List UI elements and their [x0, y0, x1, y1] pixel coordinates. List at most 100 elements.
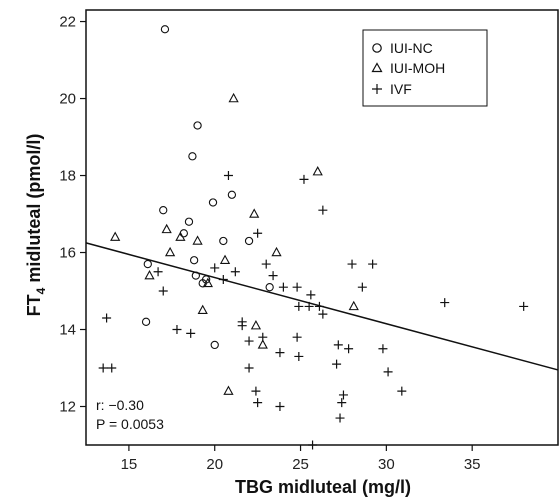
point-ivf	[306, 290, 316, 300]
point-iui-nc	[184, 217, 194, 226]
point-ivf	[261, 259, 271, 269]
point-iui-moh	[348, 300, 359, 311]
point-ivf	[244, 363, 254, 373]
point-ivf	[333, 340, 343, 350]
point-iui-moh	[249, 208, 260, 218]
point-iui-nc	[265, 283, 274, 292]
legend-box	[362, 29, 488, 107]
point-ivf	[98, 363, 108, 373]
y-tick-label: 12	[59, 399, 76, 416]
point-iui-nc	[193, 121, 202, 130]
point-ivf	[292, 282, 302, 292]
legend-circle-icon	[372, 43, 382, 53]
point-ivf	[275, 348, 285, 358]
y-axis-title-prefix: FT	[24, 294, 44, 316]
legend-label-ivf: IVF	[390, 81, 412, 97]
x-tick-label: 30	[378, 456, 395, 473]
point-iui-nc	[143, 259, 152, 269]
point-ivf	[335, 413, 345, 423]
y-tick-label: 18	[59, 168, 76, 185]
point-iui-nc	[244, 236, 254, 246]
point-iui-nc	[188, 152, 197, 161]
point-ivf	[294, 351, 304, 361]
point-ivf	[172, 325, 182, 335]
point-ivf	[308, 440, 318, 450]
point-ivf	[318, 205, 328, 215]
point-ivf	[210, 263, 220, 273]
point-iui-nc	[141, 317, 151, 326]
point-iui-moh	[219, 254, 231, 264]
point-ivf	[268, 271, 278, 281]
point-iui-moh	[175, 231, 186, 241]
point-ivf	[383, 367, 393, 377]
point-iui-moh	[228, 92, 239, 103]
point-ivf	[332, 359, 342, 369]
x-axis: 15 20 25 30 35	[121, 445, 481, 473]
plot-frame	[85, 9, 559, 446]
point-ivf	[318, 309, 328, 319]
point-iui-nc	[227, 190, 237, 199]
y-axis-title: FT4 midluteal (pmol/l)	[24, 134, 48, 317]
point-ivf	[218, 274, 228, 284]
legend-triangle-icon	[371, 62, 383, 73]
point-ivf	[397, 386, 407, 396]
point-iui-moh	[192, 235, 203, 245]
point-iui-moh	[250, 320, 262, 330]
point-ivf	[251, 386, 261, 396]
point-ivf	[338, 390, 348, 400]
correlation-r: r: −0.30	[96, 397, 144, 413]
point-ivf	[223, 171, 233, 181]
point-ivf	[304, 301, 314, 311]
y-tick-label: 14	[59, 322, 76, 339]
y-tick-label: 22	[59, 14, 76, 31]
legend-label-iui-moh: IUI-MOH	[390, 60, 445, 76]
point-ivf	[294, 301, 304, 311]
point-iui-moh	[271, 246, 282, 257]
point-ivf	[337, 398, 347, 408]
point-ivf	[258, 332, 268, 342]
point-iui-moh	[161, 223, 172, 234]
point-ivf	[158, 286, 168, 296]
point-ivf	[244, 336, 254, 346]
point-iui-nc	[219, 236, 228, 246]
point-iui-moh	[202, 277, 213, 288]
x-tick-label: 25	[292, 456, 309, 473]
legend-label-iui-nc: IUI-NC	[390, 40, 433, 56]
point-ivf	[253, 228, 263, 238]
point-ivf	[440, 298, 450, 308]
point-ivf	[107, 363, 117, 373]
x-tick-label: 35	[464, 456, 481, 473]
point-ivf	[253, 398, 263, 408]
point-ivf	[237, 321, 247, 331]
legend-plus-icon	[372, 84, 382, 94]
point-iui-moh	[110, 231, 121, 241]
point-ivf	[378, 344, 388, 354]
point-ivf	[153, 267, 163, 277]
point-ivf	[230, 267, 240, 277]
point-ivf	[102, 313, 112, 323]
point-iui-nc	[159, 206, 168, 215]
x-tick-label: 15	[121, 456, 138, 473]
point-ivf	[519, 301, 529, 311]
y-axis-title-subscript: 4	[34, 287, 48, 294]
x-axis-title: TBG midluteal (mg/l)	[235, 477, 411, 497]
point-ivf	[314, 301, 324, 311]
point-ivf	[186, 328, 196, 338]
point-iui-nc	[189, 256, 199, 265]
y-axis: 12 14 16 18 20 22	[59, 14, 86, 416]
point-ivf	[344, 344, 354, 354]
point-ivf	[292, 332, 302, 342]
point-iui-moh	[144, 269, 155, 280]
y-axis-title-suffix: midluteal (pmol/l)	[24, 134, 44, 288]
point-iui-nc	[160, 25, 170, 34]
point-ivf	[275, 402, 285, 412]
y-tick-label: 16	[59, 245, 76, 262]
point-iui-moh	[223, 385, 234, 395]
point-iui-moh	[197, 304, 208, 315]
p-value: P = 0.0053	[96, 416, 164, 432]
data-points	[98, 25, 529, 450]
point-iui-nc	[210, 340, 219, 350]
point-ivf	[368, 259, 378, 269]
point-ivf	[299, 174, 309, 184]
